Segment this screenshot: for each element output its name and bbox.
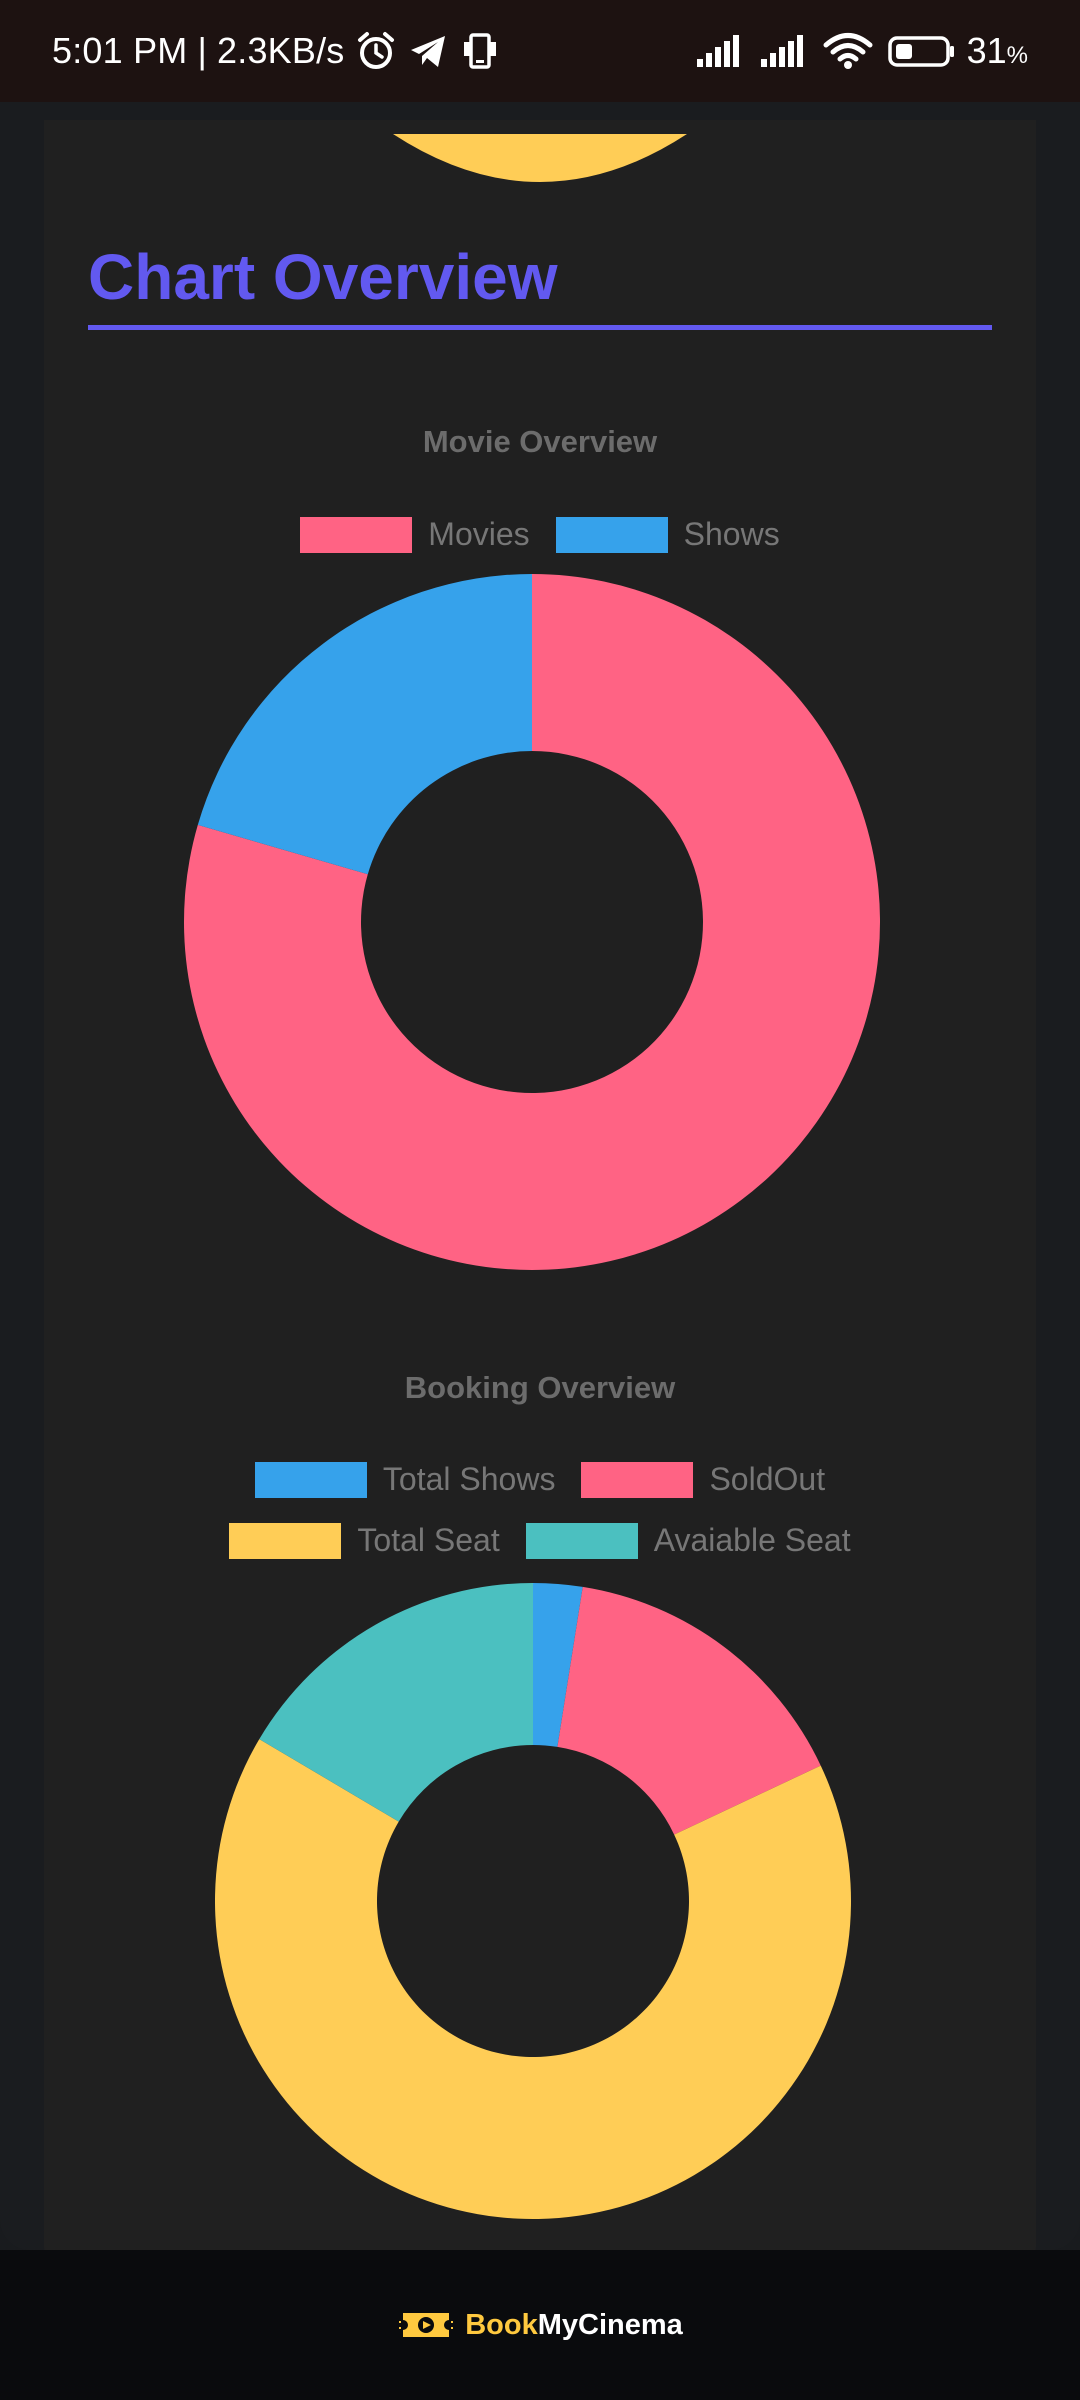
legend-swatch-total-shows xyxy=(254,1461,367,1498)
legend-swatch-available-seat xyxy=(525,1522,638,1559)
wifi-icon xyxy=(823,33,873,69)
booking-overview-title: Booking Overview xyxy=(404,1370,676,1405)
brand-name-part-2: MyCinema xyxy=(537,2308,683,2341)
signal-1-icon xyxy=(696,35,739,67)
telegram-icon xyxy=(410,36,445,67)
battery-value: 31 xyxy=(966,30,1007,71)
legend-swatch-shows xyxy=(555,516,668,553)
legend-item-total-seat[interactable]: Total Seat xyxy=(229,1522,500,1559)
donut-slice-total-shows[interactable] xyxy=(533,1583,583,1747)
legend-item-available-seat[interactable]: Avaiable Seat xyxy=(525,1522,851,1559)
phone-notification-icon xyxy=(463,33,496,69)
donut-slice-soldout[interactable] xyxy=(557,1586,821,1835)
previous-chart-partial xyxy=(393,134,687,182)
booking-overview-legend-row-2: Total Seat Avaiable Seat xyxy=(44,1522,1036,1559)
legend-item-soldout[interactable]: SoldOut xyxy=(581,1461,825,1498)
legend-label-movies: Movies xyxy=(428,516,530,552)
legend-item-movies[interactable]: Movies xyxy=(300,516,530,553)
brand-name-part-1: Book xyxy=(465,2308,538,2341)
alarm-icon xyxy=(357,32,394,69)
content-panel: Chart Overview Movie Overview Movies Sho… xyxy=(0,60,1080,2266)
status-bar: 5:01 PM | 2.3KB/s xyxy=(0,0,1080,102)
donut-slice-total-seat[interactable] xyxy=(215,1739,851,2219)
previous-chart-slice xyxy=(393,134,687,182)
donut-slice-movies[interactable] xyxy=(184,574,880,1270)
booking-overview-donut[interactable] xyxy=(215,1583,865,2233)
brand-name[interactable]: BookMyCinema xyxy=(465,2309,683,2342)
chart-card: Chart Overview Movie Overview Movies Sho… xyxy=(44,120,1036,2266)
section-title-underline xyxy=(88,325,992,330)
status-net-speed: 2.3KB/s xyxy=(217,30,345,71)
legend-swatch-movies xyxy=(300,516,413,553)
status-left: 5:01 PM | 2.3KB/s xyxy=(52,0,501,102)
legend-label-available-seat: Avaiable Seat xyxy=(653,1522,851,1558)
movie-overview-donut[interactable] xyxy=(184,574,896,1286)
legend-label-total-shows: Total Shows xyxy=(382,1461,556,1497)
donut-slice-shows[interactable] xyxy=(197,574,532,875)
legend-item-shows[interactable]: Shows xyxy=(555,516,780,553)
status-separator: | xyxy=(197,30,208,71)
legend-swatch-soldout xyxy=(581,1461,694,1498)
section-title: Chart Overview xyxy=(88,241,558,313)
battery-percentage: 31% xyxy=(967,30,1028,72)
legend-item-total-shows[interactable]: Total Shows xyxy=(254,1461,556,1498)
donut-slice-avaiable-seat[interactable] xyxy=(259,1583,533,1822)
legend-label-total-seat: Total Seat xyxy=(357,1522,500,1558)
signal-2-icon xyxy=(760,35,803,67)
legend-label-soldout: SoldOut xyxy=(709,1461,826,1497)
battery-icon xyxy=(887,36,954,67)
legend-label-shows: Shows xyxy=(683,516,780,552)
status-time: 5:01 PM xyxy=(52,30,188,71)
legend-swatch-total-seat xyxy=(229,1522,342,1559)
bottom-bar: BookMyCinema xyxy=(0,2250,1080,2400)
ticket-icon xyxy=(399,2313,454,2337)
status-right: 31% xyxy=(681,0,1028,102)
booking-overview-legend-row-1: Total Shows SoldOut xyxy=(44,1461,1036,1498)
battery-unit: % xyxy=(1006,42,1028,69)
movie-overview-title: Movie Overview xyxy=(422,424,658,459)
movie-overview-legend: Movies Shows xyxy=(44,516,1036,553)
